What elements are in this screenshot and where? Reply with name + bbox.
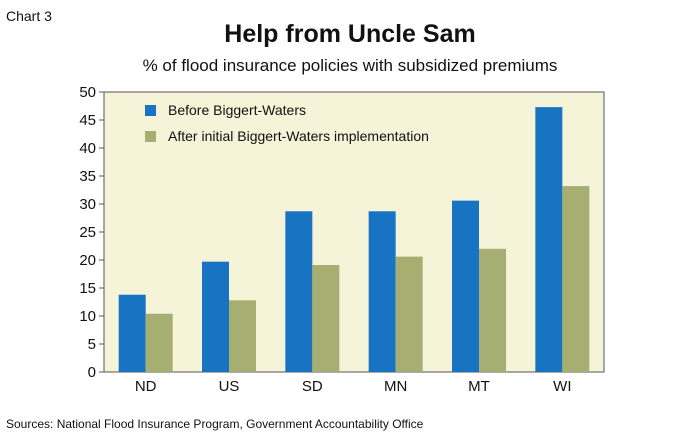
source-note: Sources: National Flood Insurance Progra… [6,417,424,431]
y-tick-label: 25 [79,224,96,241]
x-tick-label: US [219,378,240,395]
chart-number: Chart 3 [6,8,52,24]
y-tick-label: 20 [79,252,96,269]
y-axis: 0 5 10 15 20 25 30 35 40 45 50 [79,84,104,381]
x-tick-label: SD [302,378,323,395]
x-tick-label: ND [135,378,157,395]
legend-swatch-after [145,131,156,142]
y-tick-label: 35 [79,168,96,185]
x-tick-label: MN [384,378,407,395]
bar-before-mt [452,200,479,372]
bars-group [118,107,590,373]
bar-before-mn [368,211,396,372]
chart-subtitle: % of flood insurance policies with subsi… [142,56,558,75]
legend-swatch-before [145,105,156,116]
bar-after-mt [479,248,506,372]
y-tick-label: 40 [79,140,96,157]
x-axis: ND US SD MN MT WI [135,378,572,395]
y-tick-label: 10 [79,308,96,325]
legend: Before Biggert-Waters After initial Bigge… [145,102,429,144]
x-tick-label: WI [553,378,571,395]
y-tick-label: 0 [88,364,96,381]
bar-after-mn [395,256,423,372]
y-tick-label: 5 [88,336,96,353]
y-tick-label: 15 [79,280,96,297]
legend-label-before: Before Biggert-Waters [168,102,306,118]
bar-before-wi [535,107,563,373]
bar-before-nd [118,294,146,372]
bar-after-us [229,300,256,372]
plot-area [103,91,605,373]
legend-label-after: After initial Biggert-Waters implementat… [168,128,429,144]
y-tick-label: 50 [79,84,96,101]
y-tick-label: 30 [79,196,96,213]
bar-after-sd [312,265,340,372]
bar-after-nd [145,313,173,372]
bar-before-sd [285,211,313,372]
bar-after-wi [562,186,590,372]
bar-before-us [202,261,229,372]
y-tick-label: 45 [79,112,96,129]
x-tick-label: MT [468,378,490,395]
chart-title: Help from Uncle Sam [224,20,476,48]
